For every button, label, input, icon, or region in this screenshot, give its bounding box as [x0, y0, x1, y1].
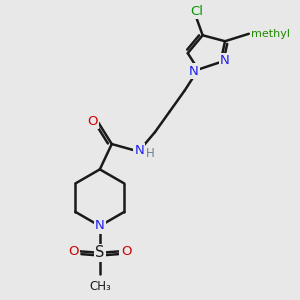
Text: S: S [95, 245, 104, 260]
Text: O: O [87, 115, 98, 128]
Text: N: N [95, 220, 105, 232]
Text: N: N [134, 144, 144, 158]
Text: H: H [146, 147, 154, 161]
Text: methyl: methyl [251, 29, 290, 39]
Text: N: N [189, 64, 199, 77]
Text: Cl: Cl [190, 5, 203, 18]
Text: N: N [220, 54, 230, 67]
Text: CH₃: CH₃ [89, 280, 111, 292]
Text: O: O [121, 245, 131, 258]
Text: O: O [68, 245, 79, 258]
